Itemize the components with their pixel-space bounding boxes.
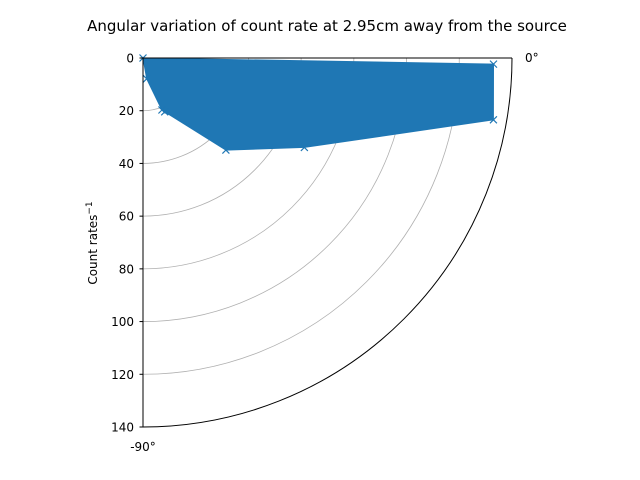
y-axis-label-superscript: −1 (85, 201, 95, 214)
series-markers (139, 54, 498, 154)
r-tick-label-20: 20 (119, 104, 134, 118)
data-point-4 (221, 146, 230, 154)
outer-boundary-arc (142, 57, 513, 428)
data-point-6 (489, 115, 498, 124)
r-tick-label-100: 100 (111, 315, 134, 329)
r-tick-labels: 0 20 40 60 80 100 120 140 (111, 52, 143, 435)
chart-title: Angular variation of count rate at 2.95c… (87, 17, 567, 35)
data-point-1 (142, 74, 151, 83)
theta-tick-neg90: -90° (130, 440, 156, 454)
data-point-3 (160, 107, 169, 116)
r-tick-label-60: 60 (119, 210, 134, 224)
r-tick-label-120: 120 (111, 368, 134, 382)
r-tick-label-140: 140 (111, 421, 134, 435)
y-axis-label: Count rates−1 (85, 201, 100, 284)
data-point-7 (489, 60, 498, 69)
data-point-5 (300, 143, 309, 152)
grid-arc-r120 (142, 57, 460, 375)
series-fill-area (142, 57, 495, 151)
r-tick-label-80: 80 (119, 262, 134, 276)
r-tick-label-0: 0 (126, 52, 134, 66)
r-tick-label-40: 40 (119, 157, 134, 171)
theta-tick-0: 0° (525, 51, 539, 65)
